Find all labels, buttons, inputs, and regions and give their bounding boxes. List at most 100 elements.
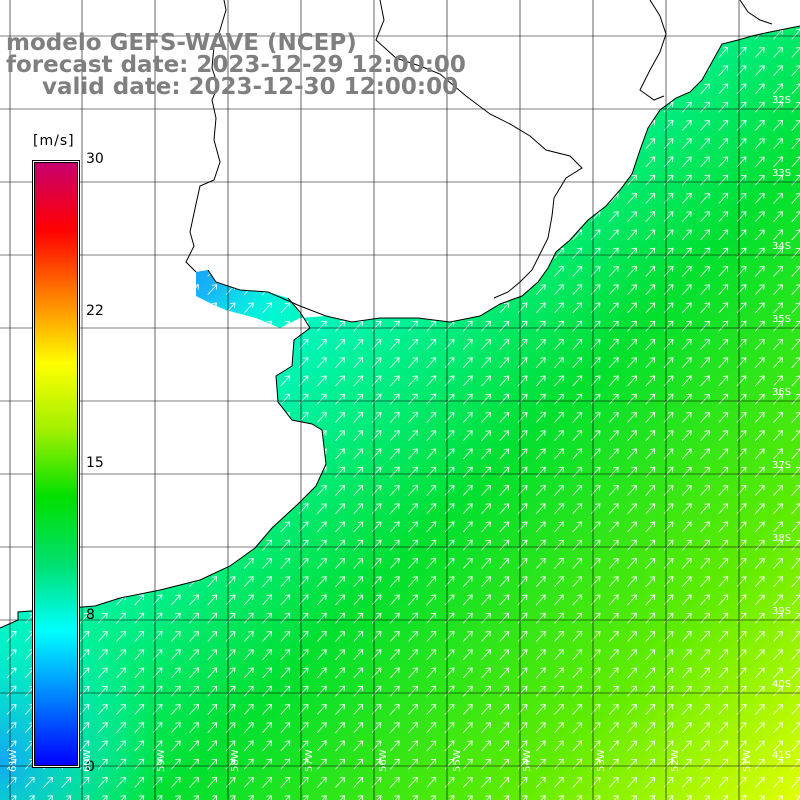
wind-arrow [262,667,272,679]
wind-arrow [207,631,218,642]
wind-arrow [535,612,546,624]
wind-arrow [554,266,564,277]
wind-arrow [225,777,236,788]
wind-arrow [6,758,17,770]
wind-arrow [426,521,437,533]
wind-arrow [262,631,272,642]
lat-label: 40S [772,679,792,690]
wind-arrow [608,211,619,223]
wind-arrow [572,795,583,800]
wind-arrow [718,649,729,661]
wind-arrow [207,649,218,661]
wind-arrow [371,667,382,679]
wind-arrow [572,667,583,679]
wind-arrow [499,393,510,405]
wind-arrow [462,740,473,752]
wind-arrow [444,740,455,752]
wind-arrow [170,612,181,624]
wind-arrow [773,393,783,405]
wind-arrow [572,503,583,515]
wind-arrow [554,430,564,442]
wind-arrow [243,758,254,770]
wind-arrow [663,229,674,241]
wind-arrow [499,777,510,788]
wind-arrow [754,722,765,734]
lon-label: 54W [522,749,533,772]
wind-arrow [554,357,564,369]
wind-arrow [517,521,528,533]
wind-arrow [663,247,674,259]
wind-arrow [207,777,218,788]
wind-arrow [773,193,783,204]
wind-arrow [426,320,437,332]
wind-arrow [754,375,765,387]
wind-arrow [791,266,800,277]
wind-arrow [736,576,747,588]
wind-arrow [736,412,747,423]
wind-arrow [426,393,437,405]
wind-arrow [426,503,437,515]
wind-arrow [718,120,729,131]
wind-arrow [535,448,546,460]
wind-arrow [590,229,601,241]
wind-arrow [517,740,528,752]
wind-arrow [663,539,674,551]
wind-arrow [444,375,455,387]
wind-arrow [408,594,418,606]
wind-arrow [736,704,747,715]
wind-arrow [426,430,437,442]
wind-arrow [663,631,674,642]
wind-arrow [754,485,765,496]
wind-arrow [754,193,765,204]
wind-arrow [663,722,674,734]
wind-arrow [462,722,473,734]
wind-arrow [280,302,291,314]
wind-arrow [554,795,564,800]
wind-arrow [627,594,637,606]
wind-arrow [572,740,583,752]
wind-arrow [627,448,637,460]
wind-arrow [791,174,800,186]
wind-arrow [736,740,747,752]
wind-arrow [535,485,546,496]
wind-arrow [408,777,418,788]
wind-arrow [170,740,181,752]
lon-label: 56W [378,749,389,772]
wind-arrow [298,612,309,624]
wind-arrow [590,795,601,800]
wind-arrow [773,83,783,95]
wind-arrow [718,685,729,697]
wind-arrow [426,339,437,350]
wind-arrow [353,722,364,734]
wind-arrow [207,740,218,752]
wind-arrow [700,740,710,752]
wind-arrow [718,229,729,241]
wind-arrow [262,649,272,661]
wind-arrow [608,503,619,515]
wind-arrow [645,302,656,314]
wind-arrow [627,284,637,296]
wind-arrow [572,393,583,405]
wind-arrow [371,485,382,496]
wind-arrow [481,576,491,588]
wind-arrow [243,704,254,715]
wind-arrow [207,758,218,770]
wind-arrow [499,539,510,551]
wind-arrow [791,357,800,369]
wind-arrow [499,758,510,770]
wind-arrow [462,521,473,533]
wind-arrow [681,302,692,314]
wind-arrow [535,558,546,569]
wind-arrow [444,393,455,405]
wind-arrow [645,722,656,734]
wind-arrow [298,503,309,515]
wind-arrow [481,685,491,697]
wind-arrow [353,393,364,405]
wind-arrow [700,503,710,515]
wind-arrow [280,612,291,624]
wind-arrow [700,594,710,606]
wind-arrow [335,704,345,715]
wind-arrow [663,357,674,369]
wind-arrow [462,485,473,496]
wind-arrow [754,393,765,405]
